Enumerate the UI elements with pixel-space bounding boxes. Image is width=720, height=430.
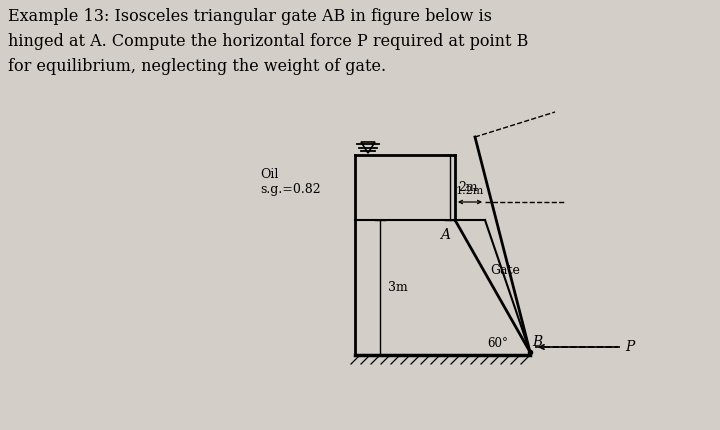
Text: Gate: Gate [490,264,520,277]
Text: B: B [532,335,542,349]
Text: 2m: 2m [458,181,477,194]
Text: 3m: 3m [388,281,408,294]
Text: P: P [625,340,634,354]
Text: Oil
s.g.=0.82: Oil s.g.=0.82 [260,169,320,197]
Text: Example 13: Isosceles triangular gate AB in figure below is
hinged at A. Compute: Example 13: Isosceles triangular gate AB… [8,8,528,74]
Text: 1.2m: 1.2m [456,186,484,196]
Text: 60°: 60° [487,337,508,350]
Text: A: A [440,228,450,242]
